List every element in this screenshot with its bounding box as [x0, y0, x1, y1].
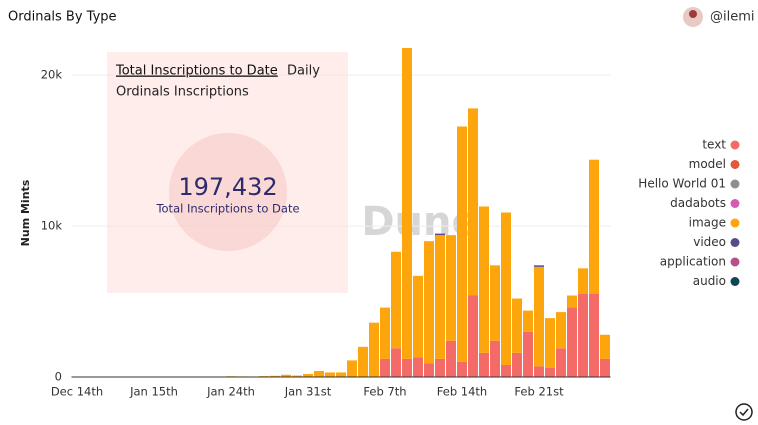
bar-segment [490, 265, 500, 341]
bar-segment [358, 346, 368, 377]
bar-segment [600, 358, 610, 377]
x-tick-label: Feb 7th [363, 385, 406, 399]
bar-segment [292, 375, 302, 377]
bar-segment [457, 126, 467, 362]
bar-segment [468, 108, 478, 296]
bar-segment [380, 307, 390, 359]
bar-segment [424, 363, 434, 377]
bar-segment [402, 358, 412, 377]
bar-segment [424, 241, 434, 364]
bar-segment [380, 358, 390, 377]
bar-segment [347, 360, 357, 377]
bar-segment [413, 357, 423, 377]
bar-segment [512, 298, 522, 353]
x-tick-label: Jan 24th [206, 385, 255, 399]
bar-segment [446, 235, 456, 341]
bar-segment [303, 373, 313, 377]
y-axis-label: Num Mints [19, 179, 32, 246]
bar-segment [556, 348, 566, 377]
bar-segment [490, 340, 500, 377]
legend-label[interactable]: Hello World 01 [638, 177, 726, 191]
legend-label[interactable]: text [702, 138, 726, 152]
plot-area: 0 10k 20k Dec 14th Jan 15th Jan 24th Jan 31st F… [41, 48, 611, 399]
y-tick-label: 10k [41, 219, 63, 233]
check-circle [735, 403, 753, 421]
tab-active[interactable]: Total Inscriptions to Date [115, 64, 278, 79]
legend-label[interactable]: application [660, 255, 726, 269]
bar-segment [589, 294, 599, 377]
tab[interactable]: Daily [287, 64, 320, 79]
bar-segment [534, 266, 544, 367]
bar-segment [391, 251, 401, 349]
bar-segment [578, 268, 588, 294]
bar-segment [545, 318, 555, 368]
card-background [107, 52, 348, 293]
bar-segment [523, 331, 533, 377]
legend-swatch [730, 238, 740, 247]
counter-value: 197,432 [178, 173, 277, 201]
x-tick-label: Jan 31st [284, 385, 332, 399]
bar-segment [600, 334, 610, 359]
legend-swatch [730, 277, 740, 286]
bar-segment [391, 348, 401, 377]
bar-segment [479, 352, 489, 377]
counter-circle [169, 133, 287, 251]
user-badge[interactable]: @ilemi [683, 7, 755, 27]
bar-segment [545, 367, 555, 377]
legend-swatch [730, 179, 740, 189]
bar-segment [402, 48, 412, 359]
legend-label[interactable]: audio [693, 274, 726, 288]
avatar-head [689, 10, 697, 18]
counter-card: Total Inscriptions to Date Daily Ordinal… [107, 52, 348, 293]
bar-segment [567, 295, 577, 308]
legend-swatch [730, 257, 740, 267]
bar-segment [369, 322, 379, 377]
check-mark [739, 408, 749, 417]
bar-segment [468, 295, 478, 377]
bar-segment [567, 307, 577, 377]
bar-segment [435, 358, 445, 377]
bar-segment [589, 159, 599, 294]
bar-segment [457, 361, 467, 377]
legend-swatch [730, 140, 740, 150]
bar-segment [446, 340, 456, 377]
x-tick-label: Dec 14th [51, 385, 103, 399]
legend-label[interactable]: model [689, 157, 726, 171]
bar-segment [336, 372, 346, 377]
y-tick-label: 0 [55, 370, 62, 384]
bar-segment [479, 206, 489, 353]
bar-segment [512, 352, 522, 377]
widget-title: Ordinals By Type [8, 10, 117, 25]
x-tick-label: Feb 14th [437, 385, 487, 399]
bar-segment [413, 275, 423, 358]
bar-segment [435, 235, 445, 359]
user-handle: @ilemi [710, 10, 755, 25]
bar-segment [314, 370, 324, 377]
y-tick-label: 20k [41, 68, 63, 82]
bar-segment [501, 212, 511, 365]
bar-segment [534, 265, 544, 267]
legend-label[interactable]: image [689, 216, 726, 230]
check-icon[interactable] [735, 403, 753, 421]
card-subtitle: Ordinals Inscriptions [116, 85, 249, 100]
bar-segment [325, 372, 335, 377]
legend-label[interactable]: video [693, 235, 726, 249]
x-tick-label: Jan 15th [129, 385, 178, 399]
bar-segment [534, 366, 544, 377]
bar-segment [501, 364, 511, 377]
legend-swatch [730, 199, 740, 208]
bar-segment [556, 312, 566, 349]
bar-segment [270, 375, 280, 377]
bar-segment [523, 310, 533, 332]
bar-segment [578, 294, 588, 377]
legend-label[interactable]: dadabots [670, 196, 726, 210]
legend-swatch [730, 218, 740, 228]
legend-swatch [730, 160, 740, 169]
x-tick-label: Feb 21st [514, 385, 564, 399]
bar-segment [281, 374, 291, 377]
bar-segment [435, 233, 445, 236]
counter-label: Total Inscriptions to Date [155, 202, 299, 216]
